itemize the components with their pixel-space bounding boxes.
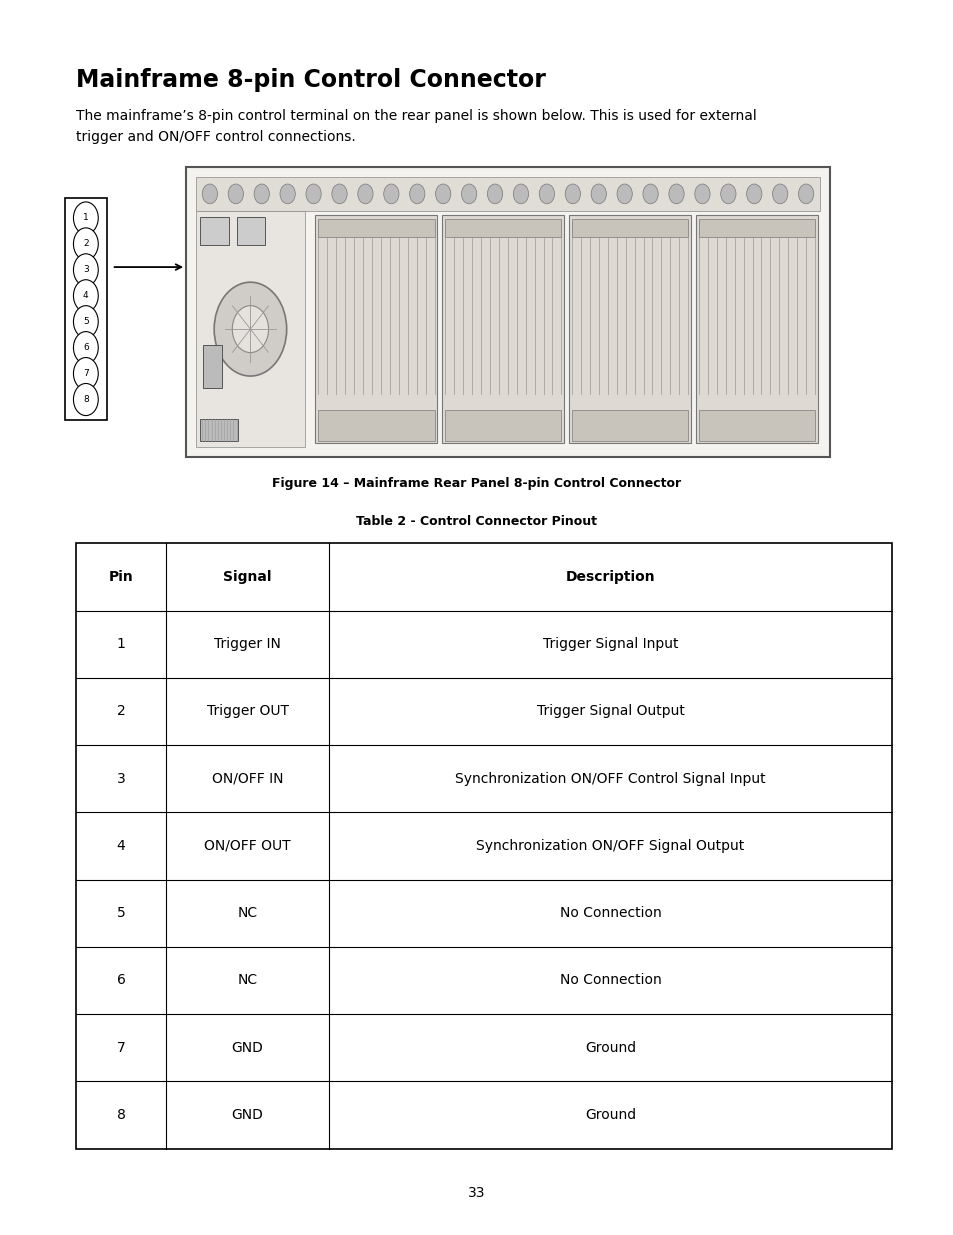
Text: Trigger Signal Input: Trigger Signal Input [542,637,678,651]
Text: Trigger IN: Trigger IN [214,637,281,651]
Text: NC: NC [237,906,257,920]
Text: 7: 7 [116,1041,126,1055]
Circle shape [617,184,632,204]
Circle shape [253,184,269,204]
Text: trigger and ON/OFF control connections.: trigger and ON/OFF control connections. [76,130,355,143]
Text: GND: GND [232,1108,263,1121]
Bar [186,167,829,457]
Text: 4: 4 [83,291,89,300]
Circle shape [213,283,286,375]
Circle shape [436,184,451,204]
Text: NC: NC [237,973,257,988]
Bar [568,215,690,443]
Bar [203,345,222,388]
Circle shape [73,358,98,390]
Text: Ground: Ground [584,1108,636,1121]
Circle shape [513,184,528,204]
Text: 5: 5 [83,317,89,326]
Bar [65,198,107,420]
Bar [572,410,687,441]
Circle shape [233,305,269,353]
Circle shape [306,184,321,204]
Text: 6: 6 [116,973,126,988]
Text: Trigger Signal Output: Trigger Signal Output [537,704,684,719]
Text: ON/OFF OUT: ON/OFF OUT [204,839,291,853]
Bar [318,219,435,237]
Text: 7: 7 [83,369,89,378]
Circle shape [798,184,813,204]
Bar [76,543,891,1149]
Circle shape [73,228,98,261]
Bar [442,215,563,443]
Text: 2: 2 [116,704,126,719]
Text: Pin: Pin [109,571,133,584]
Text: ON/OFF IN: ON/OFF IN [212,772,283,785]
Circle shape [332,184,347,204]
Text: 3: 3 [116,772,126,785]
Circle shape [642,184,658,204]
Bar [444,219,560,237]
Text: Figure 14 – Mainframe Rear Panel 8-pin Control Connector: Figure 14 – Mainframe Rear Panel 8-pin C… [273,477,680,490]
Text: Signal: Signal [223,571,272,584]
Text: 5: 5 [116,906,126,920]
Text: 1: 1 [83,214,89,222]
Text: Synchronization ON/OFF Control Signal Input: Synchronization ON/OFF Control Signal In… [455,772,765,785]
Bar [698,410,814,441]
Bar [572,219,687,237]
Text: No Connection: No Connection [559,973,660,988]
Circle shape [564,184,579,204]
Text: Trigger OUT: Trigger OUT [207,704,289,719]
Text: 2: 2 [83,240,89,248]
Circle shape [720,184,735,204]
Text: 6: 6 [83,343,89,352]
Bar [195,211,305,447]
Circle shape [409,184,424,204]
Text: Synchronization ON/OFF Signal Output: Synchronization ON/OFF Signal Output [476,839,744,853]
Circle shape [73,254,98,287]
Bar [696,215,818,443]
Circle shape [487,184,502,204]
Bar [200,217,229,245]
Text: 4: 4 [116,839,126,853]
Circle shape [538,184,554,204]
Bar [318,410,435,441]
Circle shape [461,184,476,204]
Circle shape [228,184,243,204]
Text: 8: 8 [83,395,89,404]
Bar [195,177,820,211]
Bar [444,410,560,441]
Circle shape [694,184,709,204]
Text: No Connection: No Connection [559,906,660,920]
Circle shape [73,383,98,415]
Circle shape [73,201,98,235]
Circle shape [73,331,98,363]
Text: 8: 8 [116,1108,126,1121]
Text: Table 2 - Control Connector Pinout: Table 2 - Control Connector Pinout [356,515,597,529]
Text: GND: GND [232,1041,263,1055]
Circle shape [280,184,295,204]
Bar [200,419,238,441]
Circle shape [668,184,683,204]
Text: 1: 1 [116,637,126,651]
Text: Description: Description [565,571,655,584]
Bar [236,217,265,245]
Circle shape [357,184,373,204]
Text: Mainframe 8-pin Control Connector: Mainframe 8-pin Control Connector [76,68,546,91]
Text: 3: 3 [83,266,89,274]
Circle shape [746,184,761,204]
Circle shape [202,184,217,204]
Circle shape [772,184,787,204]
Bar [314,215,436,443]
Text: Ground: Ground [584,1041,636,1055]
Bar [698,219,814,237]
Circle shape [591,184,606,204]
Circle shape [73,306,98,337]
Text: 33: 33 [468,1187,485,1200]
Circle shape [383,184,398,204]
Circle shape [73,280,98,312]
Text: The mainframe’s 8-pin control terminal on the rear panel is shown below. This is: The mainframe’s 8-pin control terminal o… [76,109,757,122]
